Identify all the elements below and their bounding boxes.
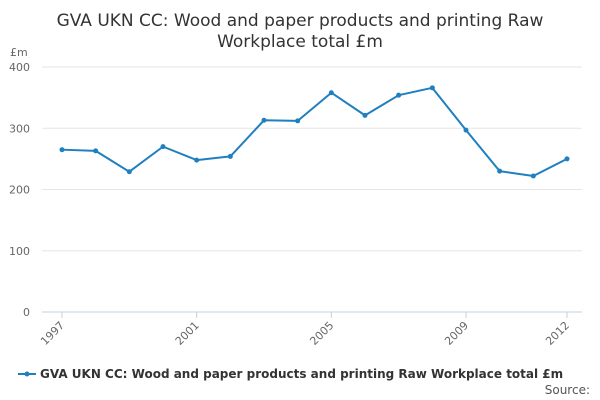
data-point[interactable]	[463, 127, 469, 133]
data-point[interactable]	[261, 117, 267, 123]
series-line[interactable]	[61, 86, 568, 178]
data-point[interactable]	[396, 92, 402, 98]
y-tick-label: 300	[9, 122, 30, 135]
y-tick-label: 0	[23, 306, 30, 319]
y-tick-labels: 0 100 200 300 400	[9, 61, 30, 319]
legend[interactable]: GVA UKN CC: Wood and paper products and …	[18, 367, 563, 381]
data-point[interactable]	[362, 112, 368, 118]
legend-label: GVA UKN CC: Wood and paper products and …	[40, 367, 563, 381]
x-tick-label: 2009	[442, 319, 471, 348]
x-tick-label: 2005	[307, 319, 336, 348]
y-tick-label: 200	[9, 184, 30, 197]
data-point[interactable]	[295, 118, 301, 124]
data-point[interactable]	[160, 144, 166, 150]
source-label: Source:	[545, 383, 590, 397]
data-point[interactable]	[328, 90, 334, 96]
data-point[interactable]	[564, 156, 570, 162]
data-point[interactable]	[227, 153, 233, 159]
x-tick-label: 2012	[543, 319, 572, 348]
x-axis-ticks: 1997 2001 2005 2009 2012	[38, 312, 572, 348]
data-point[interactable]	[497, 168, 503, 174]
data-point[interactable]	[59, 147, 65, 153]
data-point[interactable]	[126, 169, 132, 175]
grid-lines	[42, 66, 582, 252]
data-point[interactable]	[93, 148, 99, 154]
x-tick-label: 1997	[38, 319, 67, 348]
data-point[interactable]	[530, 173, 536, 179]
x-tick-label: 2001	[173, 319, 202, 348]
chart-title-line-2: Workplace total £m	[217, 32, 383, 52]
chart-title-line-1: GVA UKN CC: Wood and paper products and …	[57, 11, 544, 31]
y-tick-label: 100	[9, 245, 30, 258]
legend-marker-swatch	[24, 371, 30, 377]
data-point[interactable]	[429, 85, 435, 91]
data-point[interactable]	[194, 157, 200, 163]
y-axis-unit-label: £m	[10, 46, 28, 59]
y-tick-label: 400	[9, 61, 30, 74]
series-group	[59, 85, 570, 179]
